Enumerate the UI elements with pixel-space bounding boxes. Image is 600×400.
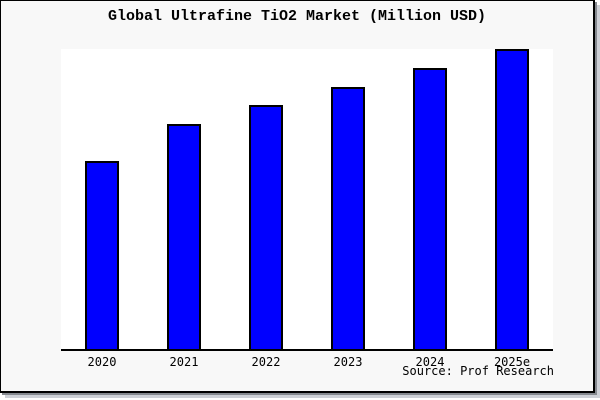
source-credit: Source: Prof Research xyxy=(402,364,554,378)
x-axis-label-2022: 2022 xyxy=(251,355,281,369)
bar-2024 xyxy=(413,68,447,349)
x-axis-label-2025e: 2025e xyxy=(493,355,531,369)
x-axis-label-2023: 2023 xyxy=(333,355,363,369)
chart-title: Global Ultrafine TiO2 Market (Million US… xyxy=(107,8,487,25)
chart-frame: Global Ultrafine TiO2 Market (Million US… xyxy=(0,0,595,393)
plot-area xyxy=(61,49,553,351)
bar-2021 xyxy=(167,124,201,349)
bar-2025e xyxy=(495,49,529,349)
bar-2023 xyxy=(331,87,365,349)
x-axis-label-2020: 2020 xyxy=(87,355,117,369)
bar-2022 xyxy=(249,105,283,349)
x-axis-label-2024: 2024 xyxy=(415,355,445,369)
bar-2020 xyxy=(85,161,119,349)
x-axis-label-2021: 2021 xyxy=(169,355,199,369)
